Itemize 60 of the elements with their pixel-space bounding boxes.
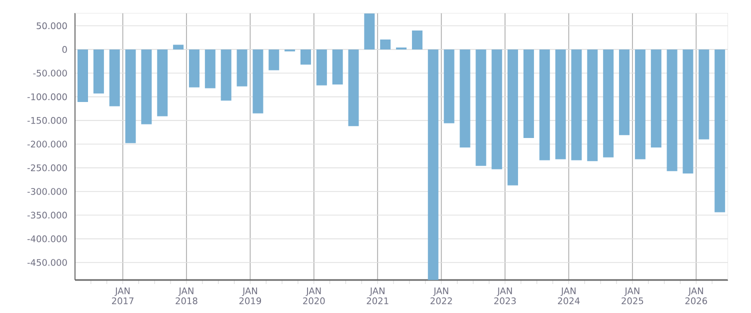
bar — [523, 49, 534, 138]
x-tick-label: JAN 2022 — [430, 288, 452, 304]
y-tick-label: -450.000 — [27, 259, 67, 266]
bar — [682, 49, 694, 174]
bar — [698, 49, 710, 140]
bar — [603, 49, 614, 158]
bar — [428, 49, 438, 280]
bar — [666, 49, 678, 172]
bar — [460, 49, 470, 148]
bar — [141, 49, 152, 124]
x-tick-label: JAN 2018 — [176, 288, 198, 304]
y-tick-label: -100.000 — [27, 93, 67, 100]
bar — [316, 49, 327, 86]
y-tick-label: -350.000 — [27, 212, 67, 219]
y-tick-label: -300.000 — [27, 188, 67, 195]
bar — [252, 49, 264, 114]
bar — [188, 49, 200, 88]
bar — [380, 40, 391, 50]
bar — [714, 49, 726, 212]
x-tick-label: JAN 2024 — [558, 288, 580, 304]
bar — [125, 49, 136, 144]
bar — [492, 49, 502, 170]
y-tick-label: -250.000 — [27, 164, 67, 172]
bar — [157, 49, 168, 116]
bar — [173, 44, 184, 50]
bar — [619, 49, 630, 136]
bar — [332, 49, 343, 84]
y-tick-label: -50.000 — [33, 70, 67, 77]
bar — [78, 49, 88, 102]
bar — [571, 49, 582, 160]
x-tick-label: JAN 2017 — [112, 288, 134, 304]
y-tick-label: -400.000 — [27, 235, 67, 242]
bar — [364, 13, 375, 50]
x-tick-label: JAN 2019 — [239, 288, 262, 304]
bar — [236, 49, 248, 86]
bar — [476, 49, 486, 166]
bar — [444, 49, 454, 124]
bar — [555, 49, 566, 160]
bar — [220, 49, 232, 101]
bar — [587, 49, 598, 162]
bar — [634, 49, 646, 160]
x-tick-label: JAN 2026 — [685, 288, 708, 304]
bar — [268, 49, 280, 70]
x-tick-label: JAN 2023 — [494, 288, 516, 304]
bar — [412, 30, 422, 50]
bar — [650, 49, 662, 148]
x-tick-label: JAN 2020 — [303, 288, 325, 304]
bar — [508, 49, 518, 186]
bar — [204, 49, 216, 88]
bar — [300, 49, 311, 65]
bar — [539, 49, 550, 160]
x-tick-label: JAN 2025 — [622, 288, 644, 304]
bar — [109, 49, 120, 106]
y-tick-label: -200.000 — [27, 140, 67, 148]
y-tick-label: 50.000 — [36, 22, 67, 30]
y-tick-label: -150.000 — [27, 117, 67, 124]
bar — [93, 49, 104, 94]
bar — [348, 49, 359, 126]
x-tick-label: JAN 2021 — [366, 288, 388, 304]
y-tick-label: 0 — [62, 46, 67, 53]
